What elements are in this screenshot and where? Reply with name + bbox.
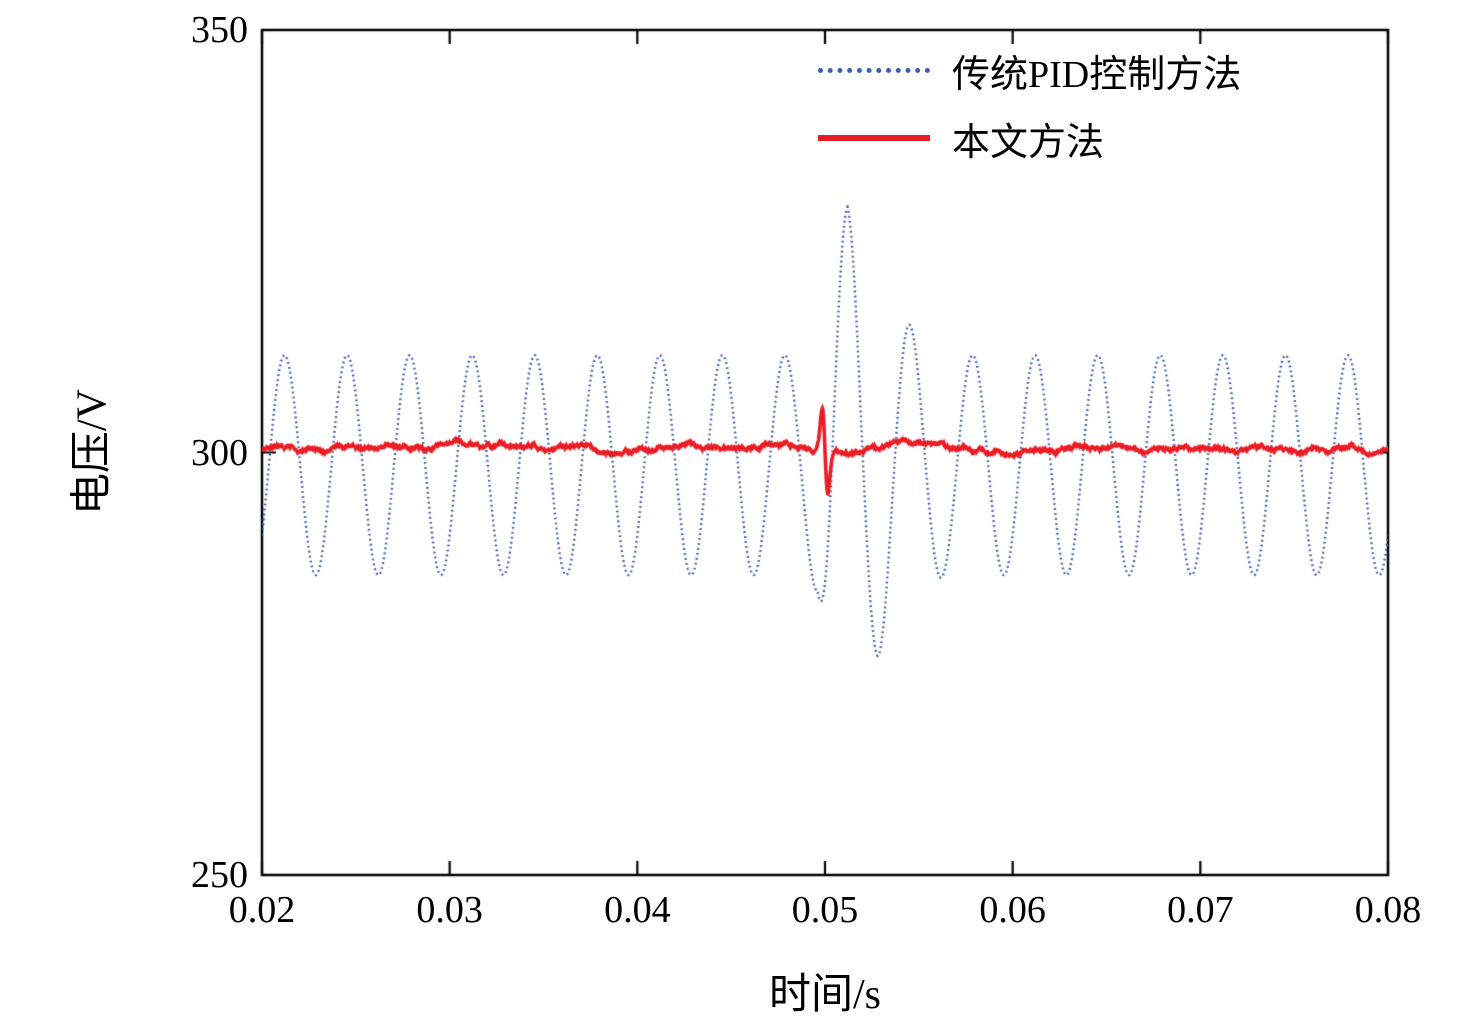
x-axis-label: 时间/s <box>768 972 882 1018</box>
x-tick-label: 0.05 <box>791 889 859 931</box>
legend: 传统PID控制方法 本文方法 <box>818 46 1241 182</box>
y-tick-label: 350 <box>191 9 248 51</box>
y-tick-label: 300 <box>191 431 248 474</box>
x-tick-label: 0.08 <box>1354 889 1422 931</box>
dotted-line-sample <box>818 67 930 73</box>
x-tick-label: 0.04 <box>604 889 671 931</box>
x-tick-label: 0.06 <box>979 889 1046 931</box>
legend-item-pid: 传统PID控制方法 <box>818 46 1241 96</box>
solid-line-sample <box>818 135 930 141</box>
legend-label-proposed: 本文方法 <box>952 121 1105 164</box>
legend-label-pid: 传统PID控制方法 <box>952 53 1242 96</box>
legend-item-proposed: 本文方法 <box>818 114 1241 164</box>
x-tick-label: 0.03 <box>416 889 483 931</box>
x-tick-label: 0.02 <box>228 889 296 931</box>
y-axis-label: 电压/V <box>69 388 116 516</box>
y-tick-label: 250 <box>191 854 248 896</box>
x-tick-label: 0.07 <box>1167 889 1234 931</box>
